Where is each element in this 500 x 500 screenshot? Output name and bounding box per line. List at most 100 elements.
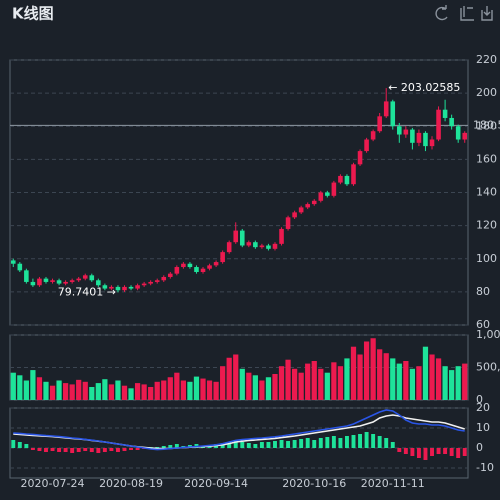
chart-title: K线图 xyxy=(12,5,54,23)
candle-body xyxy=(24,270,29,282)
candle-body xyxy=(89,275,95,281)
candle-body xyxy=(292,212,297,218)
volume-bar xyxy=(390,358,396,400)
y-tick-label: 80 xyxy=(476,285,490,298)
volume-bar xyxy=(134,383,141,400)
macd-bar xyxy=(312,440,317,448)
volume-bar xyxy=(220,366,226,400)
candle-body xyxy=(174,267,180,274)
volume-bar xyxy=(357,354,363,400)
candle-body xyxy=(338,175,343,183)
candle-body xyxy=(102,285,108,289)
macd-bar xyxy=(102,448,107,452)
zoom-icon[interactable] xyxy=(460,6,474,21)
candle-body xyxy=(370,131,376,140)
candle-body xyxy=(351,164,356,185)
save-icon[interactable] xyxy=(481,6,493,21)
volume-bar xyxy=(154,381,160,400)
restore-icon[interactable] xyxy=(435,5,448,21)
y-tick-label: -10 xyxy=(476,461,494,474)
macd-bar xyxy=(129,448,134,450)
candle-body xyxy=(357,151,363,165)
macd-bar xyxy=(273,441,277,448)
volume-bar xyxy=(82,381,88,400)
y-tick-label: 180 xyxy=(476,119,497,132)
volume-bar xyxy=(115,380,121,400)
y-tick-label: 10 xyxy=(476,421,490,434)
candle-body xyxy=(436,109,441,140)
x-tick-label: 2020-11-11 xyxy=(361,477,425,490)
candle-body xyxy=(135,285,140,289)
volume-bar xyxy=(213,381,219,400)
volume-bar xyxy=(278,366,285,400)
macd-bar xyxy=(443,448,448,454)
candle-body xyxy=(115,286,121,291)
candle-body xyxy=(154,280,160,282)
volume-bar xyxy=(246,372,252,400)
candle-body xyxy=(410,129,415,143)
candle-body xyxy=(128,286,134,289)
candle-body xyxy=(200,268,206,272)
volume-bar xyxy=(416,366,422,400)
volume-bar xyxy=(56,380,62,400)
macd-panel xyxy=(9,407,469,479)
candle-body xyxy=(50,280,55,282)
mark-line-label: 180.5 xyxy=(473,118,500,131)
macd-bar xyxy=(390,442,395,448)
volume-bar xyxy=(377,349,383,400)
volume-bar xyxy=(435,358,442,400)
candle-body xyxy=(239,230,245,246)
macd-line xyxy=(13,409,465,451)
candle-body xyxy=(148,281,153,284)
candle-body xyxy=(397,126,402,135)
y-tick-label: 100 xyxy=(476,252,497,265)
candle-body xyxy=(233,230,239,243)
macd-line xyxy=(13,414,465,450)
macd-bar xyxy=(50,448,55,451)
volume-bar xyxy=(167,377,173,400)
macd-bar xyxy=(135,448,140,450)
macd-bar xyxy=(253,444,258,448)
y-tick-label: 1,000,000 xyxy=(476,328,500,341)
min-annotation: 79.7401 → xyxy=(58,285,116,298)
y-tick-label: 160 xyxy=(476,152,497,165)
volume-bar xyxy=(10,372,16,400)
x-tick-label: 2020-07-24 xyxy=(21,477,85,490)
candle-body xyxy=(187,263,193,268)
volume-bar xyxy=(76,379,82,400)
volume-bar xyxy=(318,368,324,400)
volume-bar xyxy=(102,379,108,400)
candle-body xyxy=(279,228,284,244)
macd-bar xyxy=(37,448,42,451)
macd-bar xyxy=(259,442,264,448)
volume-bar xyxy=(174,372,180,400)
candle-body xyxy=(246,242,252,246)
candle-body xyxy=(43,278,49,282)
volume-bar xyxy=(337,366,344,400)
candle-body xyxy=(194,267,199,272)
candle-body xyxy=(69,280,75,282)
volume-bar xyxy=(350,346,357,400)
candle-body xyxy=(298,207,304,213)
volume-bar xyxy=(233,354,239,400)
candle-body xyxy=(56,280,62,284)
macd-bar xyxy=(397,448,402,452)
volume-bar xyxy=(193,376,200,400)
candle-body xyxy=(96,280,101,286)
macd-bar xyxy=(240,442,245,448)
macd-bar xyxy=(331,436,336,448)
candle-body xyxy=(462,132,468,140)
candle-body xyxy=(318,192,324,201)
volume-bar xyxy=(291,368,298,400)
y-tick-label: 0 xyxy=(476,393,483,406)
candle-body xyxy=(161,276,167,281)
macd-bar xyxy=(338,438,343,448)
macd-bar xyxy=(364,432,369,448)
max-annotation: ← 203.02585 xyxy=(388,81,460,94)
toolbox[interactable] xyxy=(435,5,493,21)
volume-bar xyxy=(69,384,75,400)
macd-bar xyxy=(115,448,120,452)
volume-bar xyxy=(108,384,115,400)
